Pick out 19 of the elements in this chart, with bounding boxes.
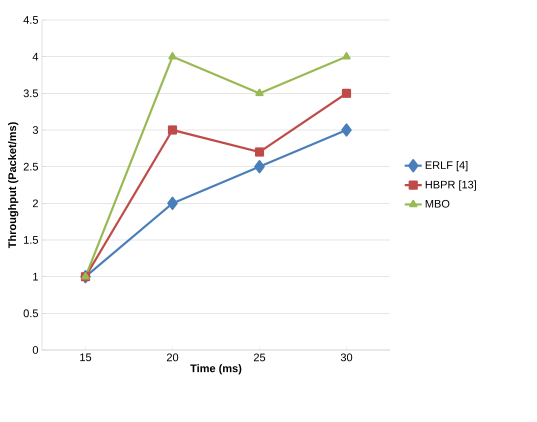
- legend-label: HBPR [13]: [426, 180, 476, 191]
- x-tick-label: 15: [80, 354, 92, 362]
- y-tick-label: 0: [32, 346, 38, 354]
- y-tick-label: 1.5: [24, 236, 38, 244]
- y-tick-label: 4: [32, 52, 38, 60]
- x-tick-label: 20: [166, 354, 178, 362]
- y-tick-label: 3.5: [24, 89, 38, 98]
- legend-label: ERLF [4]: [426, 160, 468, 172]
- y-tick-label: 0.5: [24, 309, 38, 318]
- x-tick-label: 30: [340, 354, 352, 362]
- y-tick-label: 4.5: [23, 16, 38, 24]
- y-tick-label: 1: [33, 272, 38, 280]
- y-tick-label: 2: [32, 199, 38, 208]
- y-axis-title: Throughput (Packet/ms): [8, 122, 18, 248]
- x-axis-title: Time (ms): [190, 364, 242, 374]
- legend-label: MBO: [426, 200, 450, 208]
- y-tick-label: 3: [32, 126, 38, 134]
- x-tick-label: 25: [254, 354, 266, 362]
- y-tick-label: 2.5: [24, 162, 38, 171]
